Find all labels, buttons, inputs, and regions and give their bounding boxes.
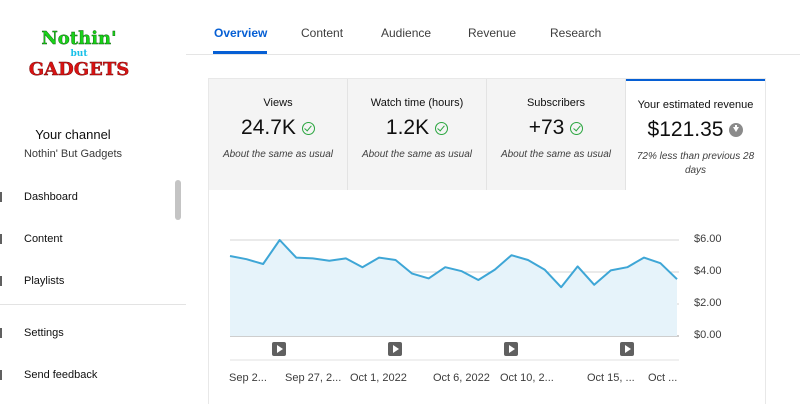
metric-value-row: 24.7K — [209, 116, 347, 140]
tab-audience[interactable]: Audience — [381, 26, 432, 40]
sidebar: Nothin' but GADGETS Your channel Nothin'… — [0, 0, 186, 403]
x-tick-label: Oct 6, 2022 — [433, 372, 490, 384]
sidebar-item-send-feedback[interactable]: Send feedback — [0, 365, 170, 385]
metric-label: Subscribers — [526, 97, 586, 109]
overview-card: Views 24.7K About the same as usual Watc… — [208, 78, 766, 404]
sidebar-item-label: Content — [24, 233, 63, 245]
video-marker-play-icon[interactable] — [504, 342, 518, 356]
revenue-line[interactable] — [229, 239, 678, 289]
video-marker-play-icon[interactable] — [272, 342, 286, 356]
x-tick-label: Sep 27, 2... — [285, 372, 342, 384]
tab-revenue[interactable]: Revenue — [468, 26, 517, 40]
sidebar-scrollbar[interactable] — [175, 180, 181, 220]
sidebar-item-label: Dashboard — [24, 191, 78, 203]
analytics-tabs — [186, 0, 800, 55]
metric-note: About the same as usual — [500, 149, 612, 160]
metric-estimated-revenue[interactable]: Your estimated revenue $121.35 72% less … — [626, 79, 765, 190]
video-marker-play-icon[interactable] — [620, 342, 634, 356]
metric-value: 1.2K — [385, 116, 430, 139]
metric-label: Watch time (hours) — [370, 97, 464, 109]
sidebar-divider — [0, 304, 186, 305]
metric-value: +73 — [528, 116, 565, 139]
metric-label: Views — [263, 97, 293, 109]
y-tick-label: $4.00 — [694, 265, 722, 277]
metric-views[interactable]: Views 24.7K About the same as usual — [209, 79, 348, 190]
tab-research[interactable]: Research — [550, 26, 602, 40]
content-icon — [0, 234, 2, 244]
your-channel-heading: Your channel — [35, 127, 111, 142]
metric-note: About the same as usual — [222, 149, 334, 160]
metric-watch-time[interactable]: Watch time (hours) 1.2K About the same a… — [348, 79, 487, 190]
y-tick-label: $2.00 — [694, 297, 722, 309]
metric-note: About the same as usual — [361, 149, 473, 160]
metric-note: 72% less than previous 28 days — [636, 151, 755, 176]
settings-icon — [0, 328, 2, 338]
x-tick-label: Oct ... — [648, 372, 678, 384]
metric-value: 24.7K — [241, 116, 296, 139]
revenue-area — [230, 240, 677, 336]
metric-subscribers[interactable]: Subscribers +73 About the same as usual — [487, 79, 626, 190]
x-tick-label: Oct 10, 2... — [500, 372, 554, 384]
logo-line-1: Nothin' — [41, 28, 117, 49]
y-tick-label: $0.00 — [694, 329, 722, 341]
channel-logo[interactable]: Nothin' but GADGETS — [24, 28, 134, 80]
metric-label: Your estimated revenue — [637, 99, 754, 111]
sidebar-item-content[interactable]: Content — [0, 229, 170, 249]
video-marker-play-icon[interactable] — [388, 342, 402, 356]
sidebar-item-dashboard[interactable]: Dashboard — [0, 187, 170, 207]
sidebar-item-playlists[interactable]: Playlists — [0, 271, 170, 291]
logo-line-2: but — [70, 49, 88, 59]
y-tick-label: $6.00 — [694, 233, 722, 245]
active-tab-indicator — [213, 51, 267, 54]
x-tick-label: Oct 1, 2022 — [350, 372, 407, 384]
dashboard-icon — [0, 192, 2, 202]
check-icon — [301, 121, 315, 135]
x-tick-label: Oct 15, ... — [587, 372, 635, 384]
metric-value-row: $121.35 — [626, 118, 765, 142]
sidebar-item-settings[interactable]: Settings — [0, 323, 170, 343]
playlists-icon — [0, 276, 2, 286]
x-tick-label: Sep 2... — [229, 372, 267, 384]
logo-line-3: GADGETS — [28, 59, 130, 80]
tab-overview[interactable]: Overview — [214, 26, 268, 40]
metric-value: $121.35 — [647, 118, 724, 141]
check-icon — [435, 121, 449, 135]
sidebar-item-label: Send feedback — [24, 369, 98, 381]
arrow-down-icon — [729, 123, 744, 137]
sidebar-item-label: Playlists — [24, 275, 65, 287]
metric-tabs: Views 24.7K About the same as usual Watc… — [209, 79, 765, 190]
channel-name: Nothin' But Gadgets — [23, 148, 123, 160]
tab-content[interactable]: Content — [301, 26, 344, 40]
feedback-icon — [0, 370, 2, 380]
metric-value-row: +73 — [487, 116, 625, 140]
check-icon — [570, 121, 584, 135]
sidebar-item-label: Settings — [24, 327, 64, 339]
metric-value-row: 1.2K — [348, 116, 486, 140]
